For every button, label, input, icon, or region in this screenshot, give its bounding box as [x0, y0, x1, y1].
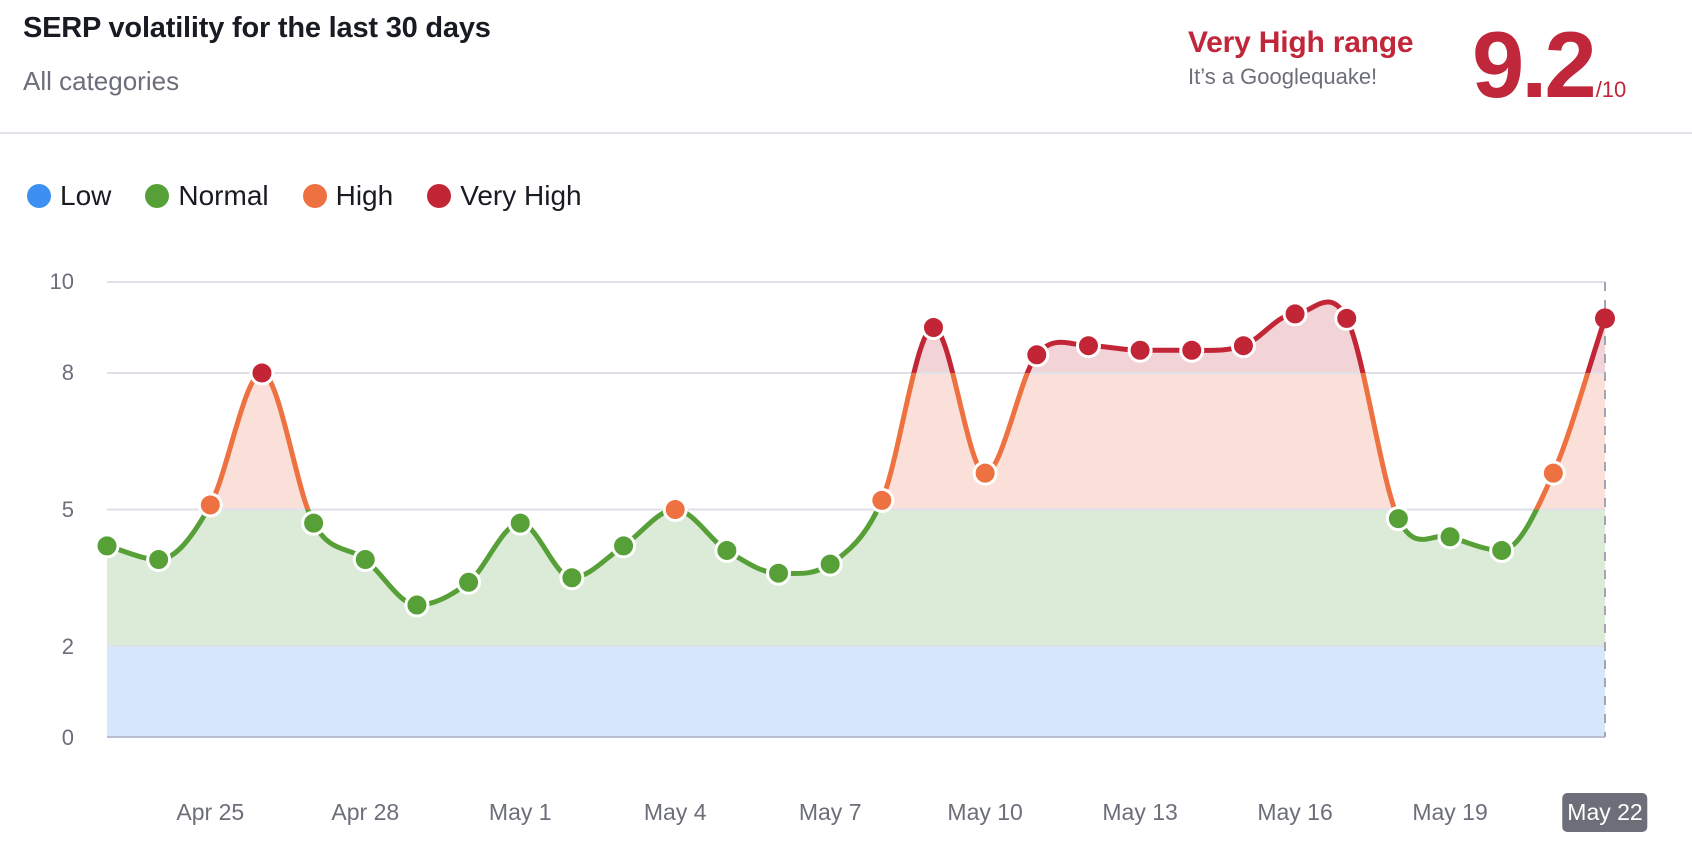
- legend-item-high[interactable]: High: [302, 180, 394, 212]
- x-tick-label: May 10: [947, 799, 1023, 825]
- low-band: [107, 646, 1605, 737]
- data-point[interactable]: [1075, 333, 1101, 359]
- legend-dot-icon: [145, 184, 170, 208]
- data-point[interactable]: [817, 551, 843, 577]
- data-point[interactable]: [1230, 333, 1256, 359]
- volatility-chart[interactable]: 10 8 5 2 0 Apr 25 Apr 28 May 1 May 4 May 7 Ma…: [0, 240, 1692, 862]
- score-max: /10: [1595, 77, 1627, 102]
- data-point[interactable]: [456, 569, 482, 595]
- x-tick-label: Apr 28: [331, 799, 400, 825]
- data-point[interactable]: [1437, 524, 1463, 550]
- x-tick-label: Apr 25: [176, 799, 245, 825]
- data-point[interactable]: [1540, 460, 1566, 486]
- legend-label: High: [335, 180, 394, 211]
- legend-item-very-high[interactable]: Very High: [427, 180, 582, 212]
- data-point[interactable]: [146, 547, 172, 573]
- y-tick-label: 0: [61, 725, 74, 750]
- x-tick-label: May 1: [488, 799, 552, 825]
- data-point[interactable]: [662, 497, 688, 522]
- y-tick-label: 5: [61, 497, 74, 522]
- category-subtitle: All categories: [23, 66, 180, 96]
- data-point[interactable]: [1024, 342, 1050, 368]
- data-point[interactable]: [1179, 337, 1205, 363]
- legend-dot-icon: [27, 184, 51, 208]
- data-point[interactable]: [1385, 506, 1411, 532]
- range-summary: Very High range It’s a Googlequake!: [1188, 26, 1414, 90]
- data-point[interactable]: [197, 492, 223, 518]
- data-point[interactable]: [766, 560, 792, 586]
- legend-item-normal[interactable]: Normal: [145, 180, 269, 212]
- data-point[interactable]: [352, 547, 378, 573]
- legend-dot-icon: [302, 184, 327, 208]
- data-point[interactable]: [559, 565, 585, 591]
- data-point[interactable]: [869, 487, 895, 513]
- data-point[interactable]: [1489, 537, 1515, 563]
- y-tick-label: 8: [61, 360, 74, 385]
- x-tick-label: May 7: [798, 799, 862, 825]
- y-tick-label: 2: [61, 634, 74, 659]
- score-value: 9.2: [1472, 12, 1597, 117]
- data-point[interactable]: [1595, 308, 1615, 329]
- header: SERP volatility for the last 30 days All…: [0, 0, 1692, 133]
- data-point[interactable]: [1127, 337, 1153, 363]
- data-point[interactable]: [1282, 301, 1308, 327]
- data-point[interactable]: [94, 533, 120, 559]
- range-description: It’s a Googlequake!: [1188, 64, 1378, 89]
- page-title: SERP volatility for the last 30 days: [23, 12, 491, 44]
- data-point[interactable]: [1334, 305, 1360, 331]
- legend-label: Low: [60, 180, 112, 211]
- data-point[interactable]: [301, 510, 327, 536]
- x-tick-label: May 4: [643, 799, 707, 825]
- legend-dot-icon: [427, 184, 452, 208]
- legend-label: Normal: [178, 180, 269, 211]
- data-point[interactable]: [611, 533, 637, 559]
- x-tick-label: May 19: [1412, 799, 1488, 825]
- x-tick-label: May 13: [1102, 799, 1178, 825]
- x-tick-label: May 16: [1257, 799, 1333, 825]
- data-point[interactable]: [507, 510, 533, 536]
- volatility-score: 9.2/10: [1472, 10, 1626, 120]
- header-divider: [0, 132, 1692, 134]
- legend-label: Very High: [460, 180, 582, 211]
- x-tick-label: May 22: [1562, 793, 1648, 832]
- data-point[interactable]: [714, 537, 740, 563]
- data-point[interactable]: [249, 360, 275, 386]
- plot-area[interactable]: [0, 240, 1692, 862]
- data-point[interactable]: [972, 460, 998, 486]
- chart-legend: Low Normal High Very High: [27, 180, 616, 212]
- data-point[interactable]: [920, 315, 946, 340]
- data-point[interactable]: [404, 592, 430, 618]
- range-label: Very High range: [1188, 26, 1414, 59]
- y-tick-label: 10: [49, 269, 74, 294]
- legend-item-low[interactable]: Low: [27, 180, 111, 212]
